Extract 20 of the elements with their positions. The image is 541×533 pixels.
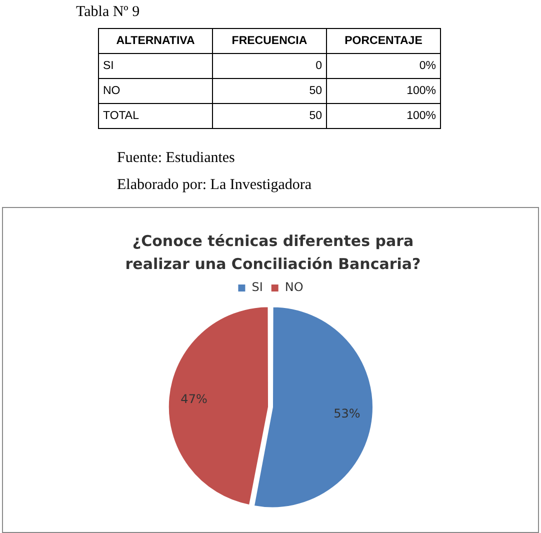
text: 100% (326, 104, 440, 128)
chart-title: ¿Conoce técnicas diferentes para realizar una Conciliación Bancaria? (124, 231, 422, 275)
legend-label: NO (284, 280, 304, 294)
text: 100% (326, 78, 440, 104)
text: FRECUENCIA (212, 28, 326, 54)
text: 0 (212, 54, 326, 78)
text: ALTERNATIVA (98, 28, 212, 54)
text: SI (98, 54, 212, 78)
text: Elaborado por: La Investigadora (117, 177, 312, 194)
text: 50 (212, 104, 326, 128)
text: TOTAL (98, 104, 212, 128)
text: PORCENTAJE (326, 28, 440, 54)
data-label: 47% (180, 392, 208, 406)
legend-label: SI (252, 280, 263, 294)
source-note: Fuente: Estudiantes (117, 150, 235, 167)
text: 50 (212, 78, 326, 104)
text: Tabla Nº 9 (76, 4, 140, 21)
data-label: 53% (334, 406, 360, 420)
text: NO (98, 78, 212, 104)
text: 0% (326, 54, 440, 78)
